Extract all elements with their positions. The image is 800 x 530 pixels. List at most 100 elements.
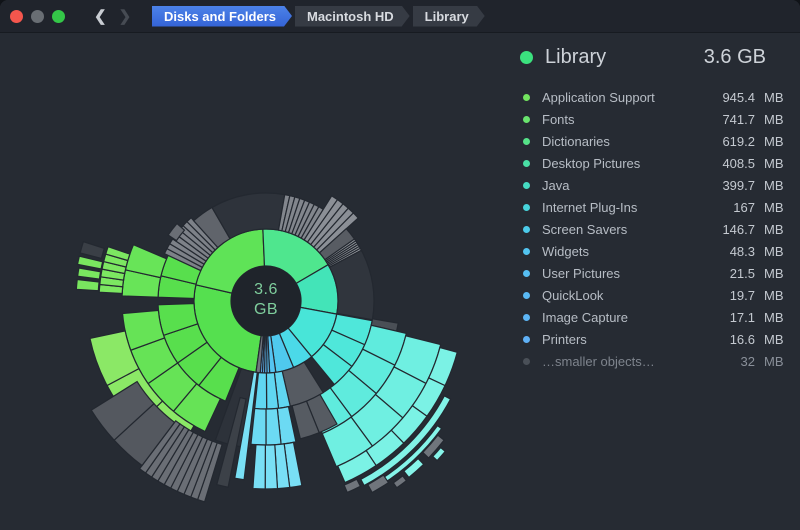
item-color-dot <box>523 93 530 101</box>
item-label: Screen Savers <box>542 221 628 237</box>
list-item[interactable]: Printers 16.6 MB <box>520 328 790 350</box>
chart-center-size: 3.6 <box>254 281 278 299</box>
chart-segment-fonts-gray-bump[interactable] <box>167 222 186 242</box>
chart-segment-bluefan-stripes[interactable] <box>264 444 279 490</box>
chart-segment-fonts-gray-stripes[interactable] <box>186 216 219 251</box>
item-color-dot <box>523 203 530 211</box>
list-item[interactable]: …smaller objects… 32 MB <box>520 350 790 372</box>
titlebar: ❮ ❯ Disks and Folders Macintosh HD Libra… <box>0 0 800 33</box>
item-size-value: 945.4 <box>722 89 755 105</box>
list-item[interactable]: Screen Savers 146.7 MB <box>520 218 790 240</box>
item-label: Widgets <box>542 243 589 259</box>
item-size-unit: MB <box>764 155 784 171</box>
sunburst-svg[interactable] <box>0 32 520 530</box>
chart-segment-left-bar-2[interactable] <box>76 267 102 280</box>
item-size-unit: MB <box>764 331 784 347</box>
item-color-dot <box>523 115 530 123</box>
breadcrumb-disks-and-folders[interactable]: Disks and Folders <box>152 6 292 27</box>
list-item[interactable]: Desktop Pictures 408.5 MB <box>520 152 790 174</box>
item-size-value: 48.3 <box>729 243 755 259</box>
item-color-dot <box>523 269 530 277</box>
nav-buttons: ❮ ❯ <box>94 7 144 25</box>
chart-segment-left-bar-1[interactable] <box>75 278 100 292</box>
panel-header-size: 3.6 GB <box>703 45 766 68</box>
item-label: QuickLook <box>542 287 604 303</box>
list-item[interactable]: Application Support 945.4 MB <box>520 86 790 108</box>
minimize-button[interactable] <box>31 9 44 23</box>
chart-segment-fan-ring5[interactable] <box>336 449 377 484</box>
chart-segment-left-bar-3[interactable] <box>76 255 104 270</box>
item-color-dot <box>523 225 530 233</box>
item-color-dot <box>523 357 530 365</box>
list-item[interactable]: Java 399.7 MB <box>520 174 790 196</box>
item-size-unit: MB <box>764 243 784 259</box>
chart-segment-appsupport-gray-arc-bottom[interactable] <box>90 380 155 442</box>
item-label: Image Capture <box>542 309 628 325</box>
chart-segment-fonts-ring4-stripes[interactable] <box>104 245 131 262</box>
item-color-dot <box>523 247 530 255</box>
sunburst-chart[interactable]: 3.6 GB <box>0 32 520 530</box>
chart-segment-fan-tip-gray-3[interactable] <box>343 478 362 494</box>
breadcrumb-library[interactable]: Library <box>413 6 485 27</box>
list-item[interactable]: Fonts 741.7 MB <box>520 108 790 130</box>
item-size-value: 21.5 <box>729 265 755 281</box>
list-item[interactable]: Widgets 48.3 MB <box>520 240 790 262</box>
chart-segment-fan-tip-gray-1[interactable] <box>421 434 445 459</box>
close-button[interactable] <box>10 9 23 23</box>
list-item[interactable]: Internet Plug-Ins 167 MB <box>520 196 790 218</box>
breadcrumb-macintosh-hd[interactable]: Macintosh HD <box>295 6 410 27</box>
chart-segment-appsupport-gray-stripes-bottom[interactable] <box>138 419 181 474</box>
item-color-dot <box>523 313 530 321</box>
item-size-value: 19.7 <box>729 287 755 303</box>
item-label: …smaller objects… <box>542 353 655 369</box>
item-label: Desktop Pictures <box>542 155 641 171</box>
item-color-dot <box>523 181 530 189</box>
item-color-dot <box>523 137 530 145</box>
item-label: Fonts <box>542 111 575 127</box>
list-item[interactable]: Image Capture 17.1 MB <box>520 306 790 328</box>
chart-segment-left-dark-tip[interactable] <box>79 240 106 260</box>
item-size-unit: MB <box>764 89 784 105</box>
chart-segment-mid-gray-ring3[interactable] <box>291 400 320 440</box>
item-size-value: 619.2 <box>722 133 755 149</box>
panel-header[interactable]: Library 3.6 GB <box>520 42 790 72</box>
item-color-dot <box>523 291 530 299</box>
size-list: Application Support 945.4 MB Fonts 741.7… <box>520 86 790 372</box>
folder-color-dot <box>520 50 533 64</box>
item-size-value: 167 <box>733 199 755 215</box>
item-size-unit: MB <box>764 133 784 149</box>
breadcrumb: Disks and Folders Macintosh HD Library <box>152 6 488 27</box>
chart-segment-fan-tip-cyan-1[interactable] <box>402 457 425 479</box>
item-size-value: 17.1 <box>729 309 755 325</box>
chart-segment-blue-sliver[interactable] <box>234 371 258 481</box>
item-size-unit: MB <box>764 287 784 303</box>
item-size-value: 146.7 <box>722 221 755 237</box>
item-label: Internet Plug-Ins <box>542 199 638 215</box>
item-size-unit: MB <box>764 111 784 127</box>
item-size-value: 399.7 <box>722 177 755 193</box>
chart-center-circle <box>231 266 301 336</box>
chart-segment-dict-gray-stripes-2[interactable] <box>315 212 359 254</box>
chart-segment-fan-tip-gray-2[interactable] <box>366 474 390 494</box>
size-list-panel: Library 3.6 GB Application Support 945.4… <box>520 32 790 530</box>
item-size-value: 741.7 <box>722 111 755 127</box>
chart-center-unit: GB <box>253 301 279 319</box>
list-item[interactable]: Dictionaries 619.2 MB <box>520 130 790 152</box>
chart-segment-fan-thin-arc-1[interactable] <box>360 395 452 487</box>
chart-segment-fan-tip-gray-4[interactable] <box>392 475 408 489</box>
item-size-unit: MB <box>764 221 784 237</box>
chart-segment-bluefan-stripes[interactable] <box>252 444 266 490</box>
back-icon[interactable]: ❮ <box>94 8 107 25</box>
item-label: Dictionaries <box>542 133 610 149</box>
item-label: Printers <box>542 331 587 347</box>
chart-segment-dark-sliver[interactable] <box>216 396 247 488</box>
chart-segment-fan-tip-cyan-2[interactable] <box>431 446 447 462</box>
item-color-dot <box>523 335 530 343</box>
list-item[interactable]: QuickLook 19.7 MB <box>520 284 790 306</box>
chart-segment-appsupport-ring4[interactable] <box>89 330 140 387</box>
forward-icon[interactable]: ❯ <box>118 8 132 25</box>
item-size-unit: MB <box>764 199 784 215</box>
list-item[interactable]: User Pictures 21.5 MB <box>520 262 790 284</box>
zoom-button[interactable] <box>52 9 65 23</box>
